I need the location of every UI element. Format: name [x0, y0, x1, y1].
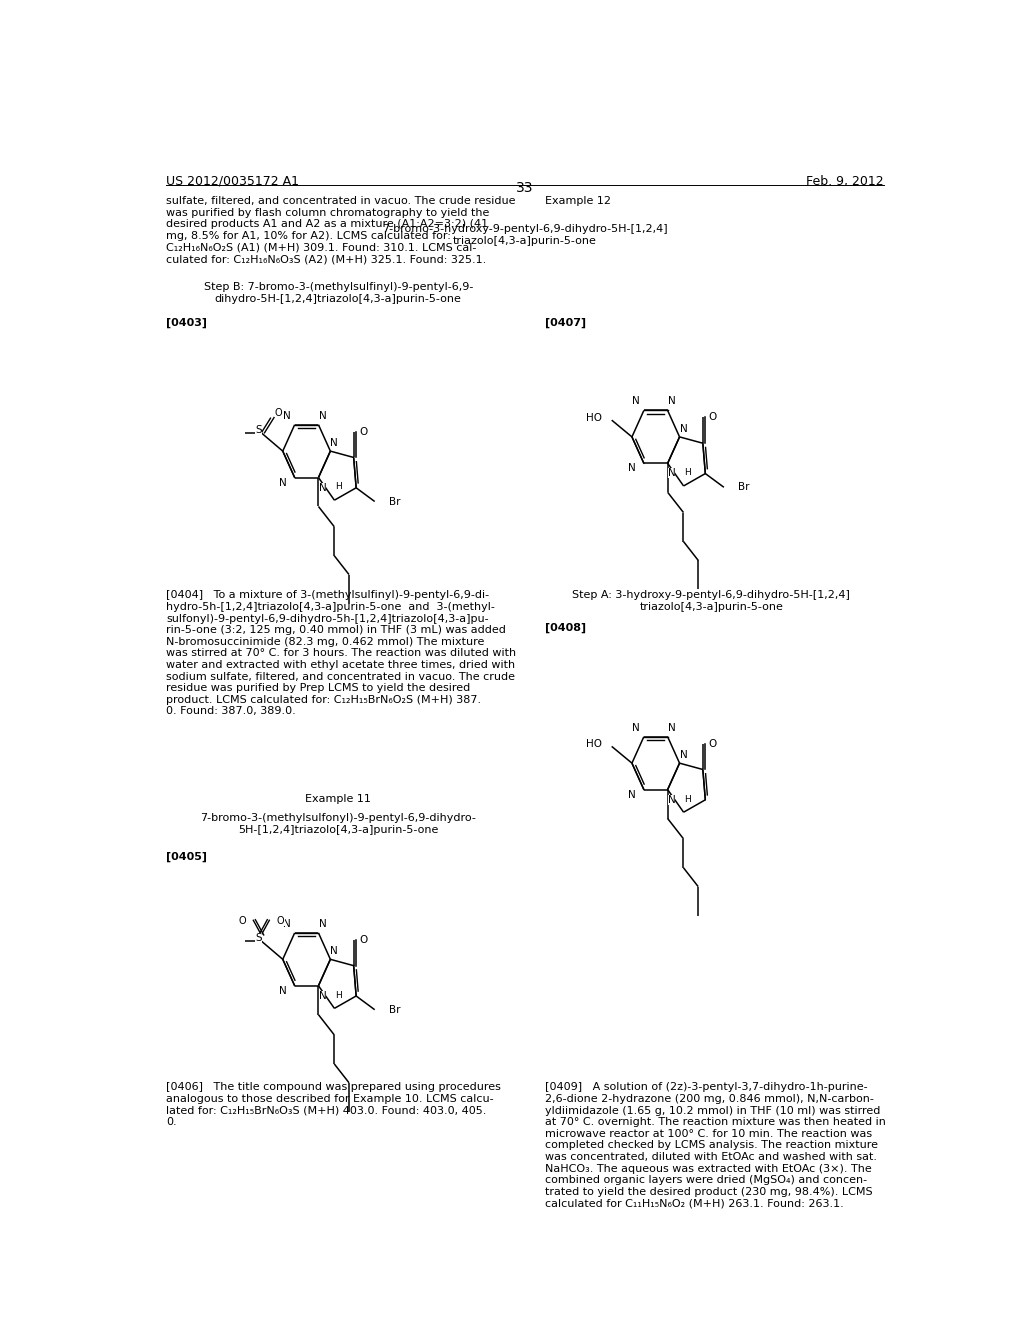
Text: Step B: 7-bromo-3-(methylsulfinyl)-9-pentyl-6,9-
dihydro-5H-[1,2,4]triazolo[4,3-: Step B: 7-bromo-3-(methylsulfinyl)-9-pen…	[204, 282, 473, 304]
Text: N: N	[632, 722, 640, 733]
Text: sulfate, filtered, and concentrated in vacuo. The crude residue
was purified by : sulfate, filtered, and concentrated in v…	[166, 195, 516, 264]
Text: N: N	[668, 469, 676, 478]
Text: [0409]   A solution of (2z)-3-pentyl-3,7-dihydro-1h-purine-
2,6-dione 2-hydrazon: [0409] A solution of (2z)-3-pentyl-3,7-d…	[545, 1082, 886, 1208]
Text: O: O	[709, 739, 717, 748]
Text: HO: HO	[586, 413, 602, 424]
Text: N: N	[318, 991, 327, 1001]
Text: Example 12: Example 12	[545, 195, 610, 206]
Text: 7-bromo-3-hydroxy-9-pentyl-6,9-dihydro-5H-[1,2,4]
triazolo[4,3-a]purin-5-one: 7-bromo-3-hydroxy-9-pentyl-6,9-dihydro-5…	[382, 224, 668, 246]
Text: N: N	[283, 919, 291, 929]
Text: S: S	[256, 933, 262, 942]
Text: [0403]: [0403]	[166, 318, 207, 329]
Text: N: N	[331, 946, 338, 956]
Text: Br: Br	[389, 496, 400, 507]
Text: N: N	[628, 789, 636, 800]
Text: N: N	[680, 750, 687, 760]
Text: H: H	[684, 469, 691, 478]
Text: N: N	[668, 722, 676, 733]
Text: H: H	[335, 483, 342, 491]
Text: Br: Br	[389, 1005, 400, 1015]
Text: N: N	[279, 986, 287, 995]
Text: N: N	[628, 463, 636, 474]
Text: [0408]: [0408]	[545, 623, 586, 634]
Text: [0407]: [0407]	[545, 318, 586, 329]
Text: [0406]   The title compound was prepared using procedures
analogous to those des: [0406] The title compound was prepared u…	[166, 1082, 501, 1127]
Text: N: N	[318, 483, 327, 492]
Text: Br: Br	[738, 482, 750, 492]
Text: Feb. 9, 2012: Feb. 9, 2012	[806, 174, 884, 187]
Text: 7-bromo-3-(methylsulfonyl)-9-pentyl-6,9-dihydro-
5H-[1,2,4]triazolo[4,3-a]purin-: 7-bromo-3-(methylsulfonyl)-9-pentyl-6,9-…	[201, 813, 476, 834]
Text: N: N	[283, 411, 291, 421]
Text: O: O	[359, 935, 368, 945]
Text: O: O	[709, 412, 717, 422]
Text: [0404]   To a mixture of 3-(methylsulfinyl)-9-pentyl-6,9-di-
hydro-5h-[1,2,4]tri: [0404] To a mixture of 3-(methylsulfinyl…	[166, 590, 516, 717]
Text: HO: HO	[586, 739, 602, 750]
Text: N: N	[668, 795, 676, 805]
Text: US 2012/0035172 A1: US 2012/0035172 A1	[166, 174, 299, 187]
Text: H: H	[684, 795, 691, 804]
Text: H: H	[335, 991, 342, 999]
Text: N: N	[318, 411, 327, 421]
Text: Example 11: Example 11	[305, 793, 372, 804]
Text: N: N	[331, 438, 338, 447]
Text: S: S	[256, 425, 262, 434]
Text: [0405]: [0405]	[166, 851, 207, 862]
Text: 33: 33	[516, 181, 534, 195]
Text: N: N	[318, 919, 327, 929]
Text: N: N	[279, 478, 287, 487]
Text: O: O	[275, 408, 283, 417]
Text: N: N	[680, 424, 687, 434]
Text: N: N	[668, 396, 676, 407]
Text: O: O	[359, 426, 368, 437]
Text: O: O	[238, 916, 246, 925]
Text: O: O	[276, 916, 285, 925]
Text: N: N	[632, 396, 640, 407]
Text: Step A: 3-hydroxy-9-pentyl-6,9-dihydro-5H-[1,2,4]
triazolo[4,3-a]purin-5-one: Step A: 3-hydroxy-9-pentyl-6,9-dihydro-5…	[572, 590, 850, 612]
